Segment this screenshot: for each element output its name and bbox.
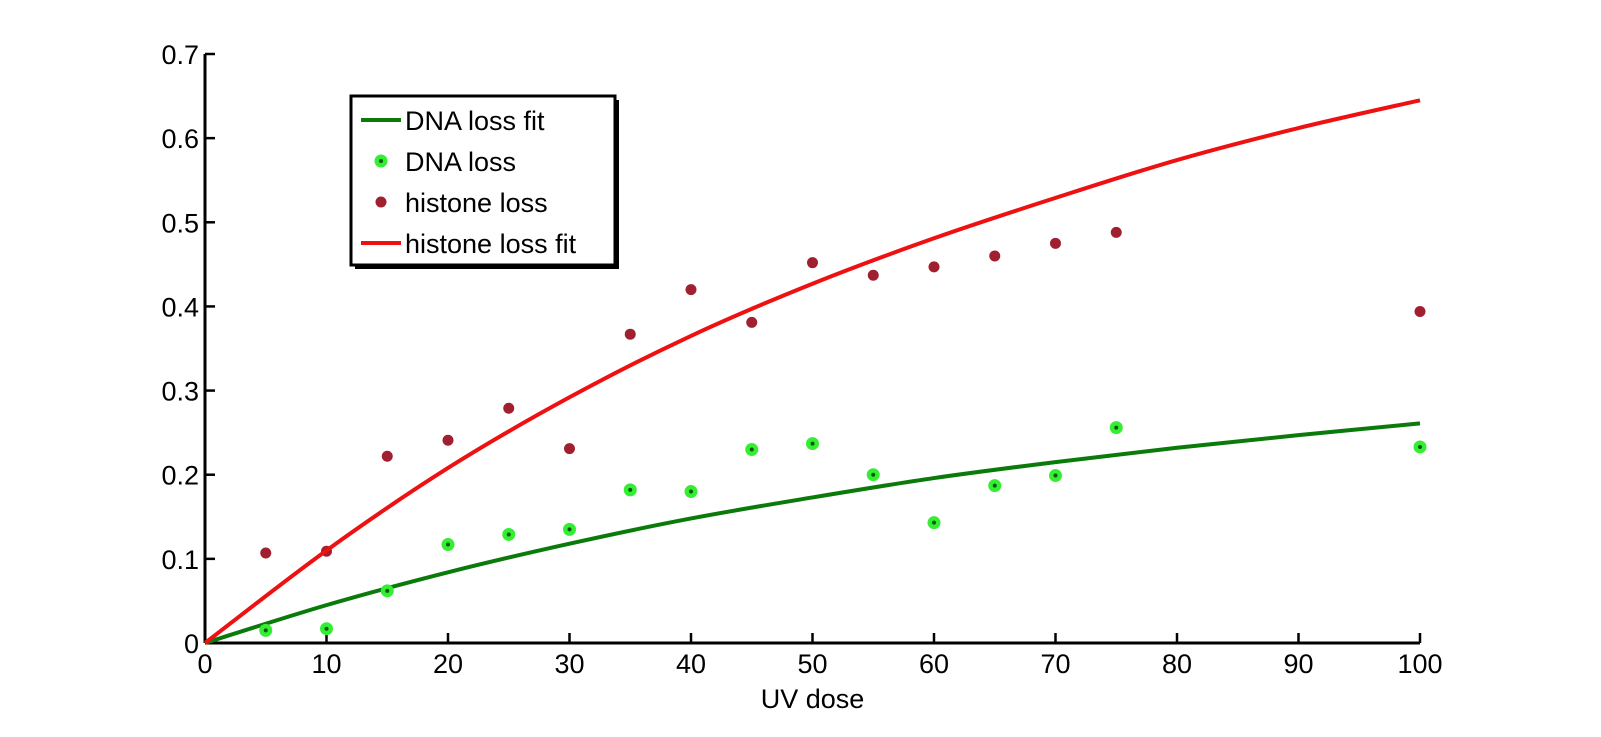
data-point bbox=[989, 250, 1001, 262]
x-tick-label: 40 bbox=[676, 649, 706, 679]
data-point-center bbox=[628, 487, 633, 492]
x-tick-label: 30 bbox=[554, 649, 584, 679]
data-point bbox=[624, 328, 636, 340]
y-tick-label: 0.5 bbox=[161, 208, 199, 238]
data-point bbox=[1110, 226, 1122, 238]
x-tick-label: 0 bbox=[197, 649, 212, 679]
legend: DNA loss fit DNA loss histone loss histone … bbox=[349, 94, 619, 269]
series-dna-loss-fit bbox=[204, 421, 1421, 645]
data-point bbox=[1050, 237, 1061, 249]
legend-box bbox=[349, 94, 617, 267]
data-point-center bbox=[810, 441, 815, 446]
data-point-center bbox=[506, 532, 511, 537]
data-point bbox=[746, 316, 758, 328]
y-tick-label: 0.1 bbox=[161, 545, 199, 575]
data-point-center bbox=[992, 483, 997, 488]
data-point-center bbox=[871, 472, 876, 477]
data-point bbox=[1414, 305, 1426, 317]
data-point bbox=[260, 547, 272, 559]
data-point bbox=[442, 434, 454, 446]
x-tick-label: 70 bbox=[1040, 649, 1070, 679]
y-tick-label: 0.2 bbox=[161, 461, 199, 491]
y-tick-label: 0.7 bbox=[161, 40, 199, 70]
data-point bbox=[867, 269, 879, 281]
legend-label: histone loss fit bbox=[405, 229, 577, 259]
data-point-center bbox=[1053, 473, 1058, 478]
y-tick-label: 0.6 bbox=[161, 124, 199, 154]
data-point-center bbox=[1418, 444, 1422, 449]
legend-swatch-marker-center bbox=[379, 159, 383, 163]
y-tick-label: 0.3 bbox=[161, 377, 199, 407]
series-histone-loss-fit bbox=[203, 98, 1421, 645]
data-point-center bbox=[263, 628, 268, 633]
data-point-center bbox=[749, 447, 754, 452]
data-point-center bbox=[1114, 425, 1119, 430]
data-point-center bbox=[324, 626, 329, 631]
data-point-center bbox=[385, 588, 390, 593]
series-histone-loss bbox=[260, 226, 1426, 559]
legend-label: DNA loss bbox=[405, 147, 516, 177]
data-point-center bbox=[932, 520, 936, 525]
series-layer bbox=[203, 98, 1427, 645]
data-point-center bbox=[689, 489, 693, 494]
series-dna-loss bbox=[259, 421, 1427, 637]
series-line bbox=[204, 421, 1421, 645]
x-tick-label: 10 bbox=[311, 649, 341, 679]
x-tick-label: 20 bbox=[433, 649, 463, 679]
legend-label: histone loss bbox=[405, 188, 548, 218]
data-point bbox=[928, 261, 940, 273]
x-tick-label: 100 bbox=[1397, 649, 1442, 679]
data-point-center bbox=[567, 527, 572, 532]
data-point bbox=[564, 443, 575, 455]
y-tick-label: 0 bbox=[184, 629, 199, 659]
x-tick-label: 90 bbox=[1283, 649, 1313, 679]
data-point bbox=[685, 284, 697, 296]
x-tick-label: 50 bbox=[797, 649, 827, 679]
x-axis-title: UV dose bbox=[761, 684, 865, 714]
data-point bbox=[807, 257, 818, 269]
x-tick-label: 80 bbox=[1162, 649, 1192, 679]
y-tick-label: 0.4 bbox=[161, 292, 199, 322]
legend-label: DNA loss fit bbox=[405, 106, 545, 136]
legend-swatch-marker bbox=[375, 196, 387, 208]
data-point bbox=[503, 402, 515, 414]
x-tick-label: 60 bbox=[919, 649, 949, 679]
data-point bbox=[381, 450, 393, 462]
data-point-center bbox=[446, 542, 450, 547]
series-line bbox=[203, 98, 1421, 645]
axes: 0 10 20 30 40 50 60 70 80 90 100 0 0.1 0.2 0.3 0.4 0.5 0.… bbox=[161, 40, 1442, 679]
